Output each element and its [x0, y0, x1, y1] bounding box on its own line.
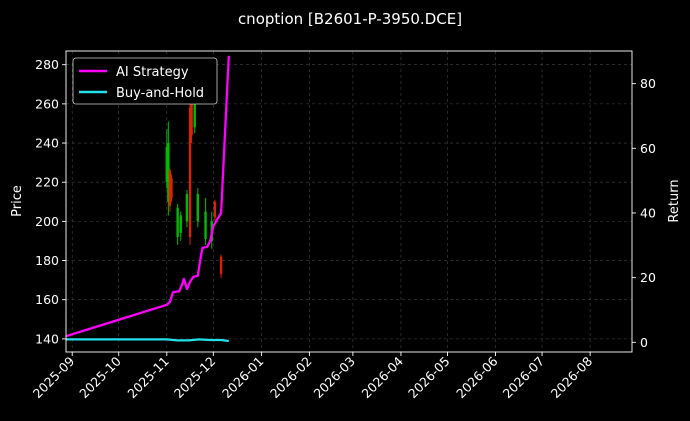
y-tick-label: 180: [35, 253, 59, 268]
plot-frame: [65, 50, 633, 353]
candle-body: [165, 146, 168, 183]
y2-tick-label: 80: [640, 76, 656, 91]
candle-body: [170, 178, 173, 198]
y-tick-label: 140: [35, 331, 59, 346]
candle-body: [190, 99, 193, 136]
y-tick-label: 240: [35, 136, 59, 151]
legend: AI Strategy Buy-and-Hold: [72, 57, 218, 105]
y2-tick-label: 20: [640, 270, 656, 285]
candle-body: [193, 96, 196, 128]
y-tick-label: 220: [35, 175, 59, 190]
candle-body: [196, 193, 200, 222]
grid: [66, 51, 632, 352]
y-tick-label: 160: [35, 292, 59, 307]
y-tick-label: 280: [35, 57, 59, 72]
y2-tick-label: 60: [640, 141, 656, 156]
legend-box: [72, 57, 218, 105]
legend-label-ai-strategy: AI Strategy: [116, 65, 189, 80]
candle-body: [219, 256, 223, 275]
candle-body: [168, 170, 172, 206]
candle-body: [167, 143, 170, 202]
y2-axis-title: Return: [667, 179, 682, 222]
y-tick-label: 260: [35, 96, 59, 111]
candle-body: [176, 207, 179, 238]
candle-body: [179, 215, 182, 234]
candle-body: [204, 211, 207, 240]
series-line-ai-strategy: [65, 55, 230, 338]
candle-body: [185, 193, 189, 222]
chart-title: cnoption [B2601-P-3950.DCE]: [238, 10, 462, 28]
series-lines: [65, 55, 230, 343]
series-line-buy-and-hold: [66, 338, 229, 343]
y-axis-title: Price: [10, 185, 25, 217]
y-tick-label: 200: [35, 214, 59, 229]
y2-tick-label: 0: [640, 335, 648, 350]
y2-tick-label: 40: [640, 205, 656, 220]
candle-body: [213, 201, 217, 218]
legend-label-buy-and-hold: Buy-and-Hold: [116, 86, 204, 101]
candle-body: [188, 107, 192, 238]
